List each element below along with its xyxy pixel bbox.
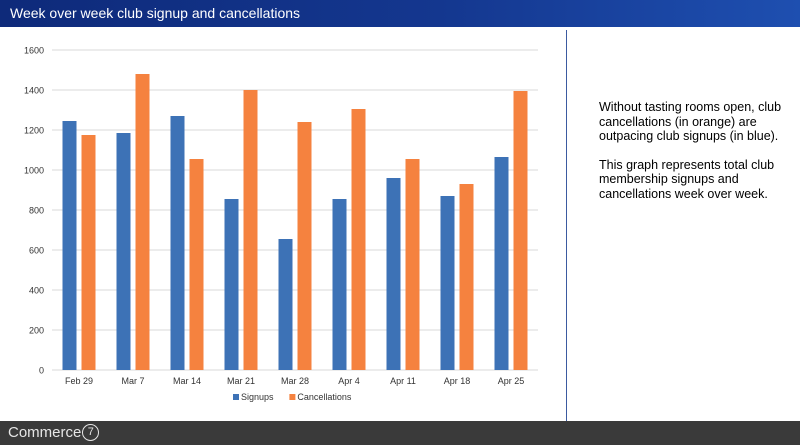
bar-signups bbox=[278, 239, 293, 370]
footer-bar: Commerce 7 bbox=[0, 421, 800, 445]
bar-signups bbox=[62, 121, 77, 370]
chart-area: 0 200 400 600 800 1000 1200 1400 1600 Feb 29 Mar 7… bbox=[0, 27, 566, 421]
y-tick-label: 400 bbox=[29, 286, 44, 296]
y-tick-label: 200 bbox=[29, 326, 44, 336]
commerce7-logo: Commerce 7 bbox=[8, 424, 100, 441]
bar-signups bbox=[332, 199, 347, 370]
bar-cancellations bbox=[513, 91, 528, 370]
description-paragraph-2: This graph represents total club members… bbox=[599, 157, 775, 201]
bar-signups bbox=[440, 196, 455, 370]
bar-chart: 0 200 400 600 800 1000 1200 1400 1600 Feb 29 Mar 7… bbox=[24, 46, 538, 402]
y-tick-label: 1600 bbox=[24, 46, 44, 56]
description-paragraph-1: Without tasting rooms open, club cancell… bbox=[599, 100, 782, 143]
page-title: Week over week club signup and cancellat… bbox=[10, 5, 301, 21]
legend-label-signups: Signups bbox=[241, 392, 274, 402]
bar-signups bbox=[494, 157, 509, 370]
bar-cancellations bbox=[189, 159, 204, 370]
legend-label-cancellations: Cancellations bbox=[297, 392, 352, 402]
chart-description: Without tasting rooms open, club cancell… bbox=[599, 100, 784, 215]
logo-text: Commerce bbox=[8, 424, 82, 441]
x-tick-label: Mar 28 bbox=[281, 376, 309, 386]
y-tick-label: 800 bbox=[29, 206, 44, 216]
bar-cancellations bbox=[351, 109, 366, 370]
legend-swatch-cancellations bbox=[289, 394, 296, 400]
y-tick-label: 600 bbox=[29, 246, 44, 256]
x-tick-label: Apr 25 bbox=[498, 376, 525, 386]
bar-cancellations bbox=[81, 135, 96, 370]
legend-swatch-signups bbox=[233, 394, 239, 400]
bar-cancellations bbox=[405, 159, 420, 370]
bar-cancellations bbox=[297, 122, 312, 370]
bar-cancellations bbox=[459, 184, 474, 370]
bar-signups bbox=[170, 116, 185, 370]
divider bbox=[566, 30, 567, 421]
y-tick-label: 0 bbox=[39, 366, 44, 376]
x-tick-label: Apr 4 bbox=[338, 376, 360, 386]
bar-signups bbox=[116, 133, 131, 370]
x-tick-label: Mar 21 bbox=[227, 376, 255, 386]
x-tick-label: Mar 14 bbox=[173, 376, 201, 386]
title-bar: Week over week club signup and cancellat… bbox=[0, 0, 800, 27]
bar-signups bbox=[386, 178, 401, 370]
x-tick-label: Apr 18 bbox=[444, 376, 471, 386]
x-tick-label: Apr 11 bbox=[390, 376, 416, 386]
logo-badge: 7 bbox=[82, 424, 100, 441]
y-tick-label: 1200 bbox=[24, 126, 44, 136]
x-tick-label: Feb 29 bbox=[65, 376, 93, 386]
bar-cancellations bbox=[135, 74, 150, 370]
y-tick-label: 1400 bbox=[24, 86, 44, 96]
y-tick-label: 1000 bbox=[24, 166, 44, 176]
x-tick-label: Mar 7 bbox=[121, 376, 144, 386]
bar-cancellations bbox=[243, 90, 258, 370]
bar-signups bbox=[224, 199, 239, 370]
